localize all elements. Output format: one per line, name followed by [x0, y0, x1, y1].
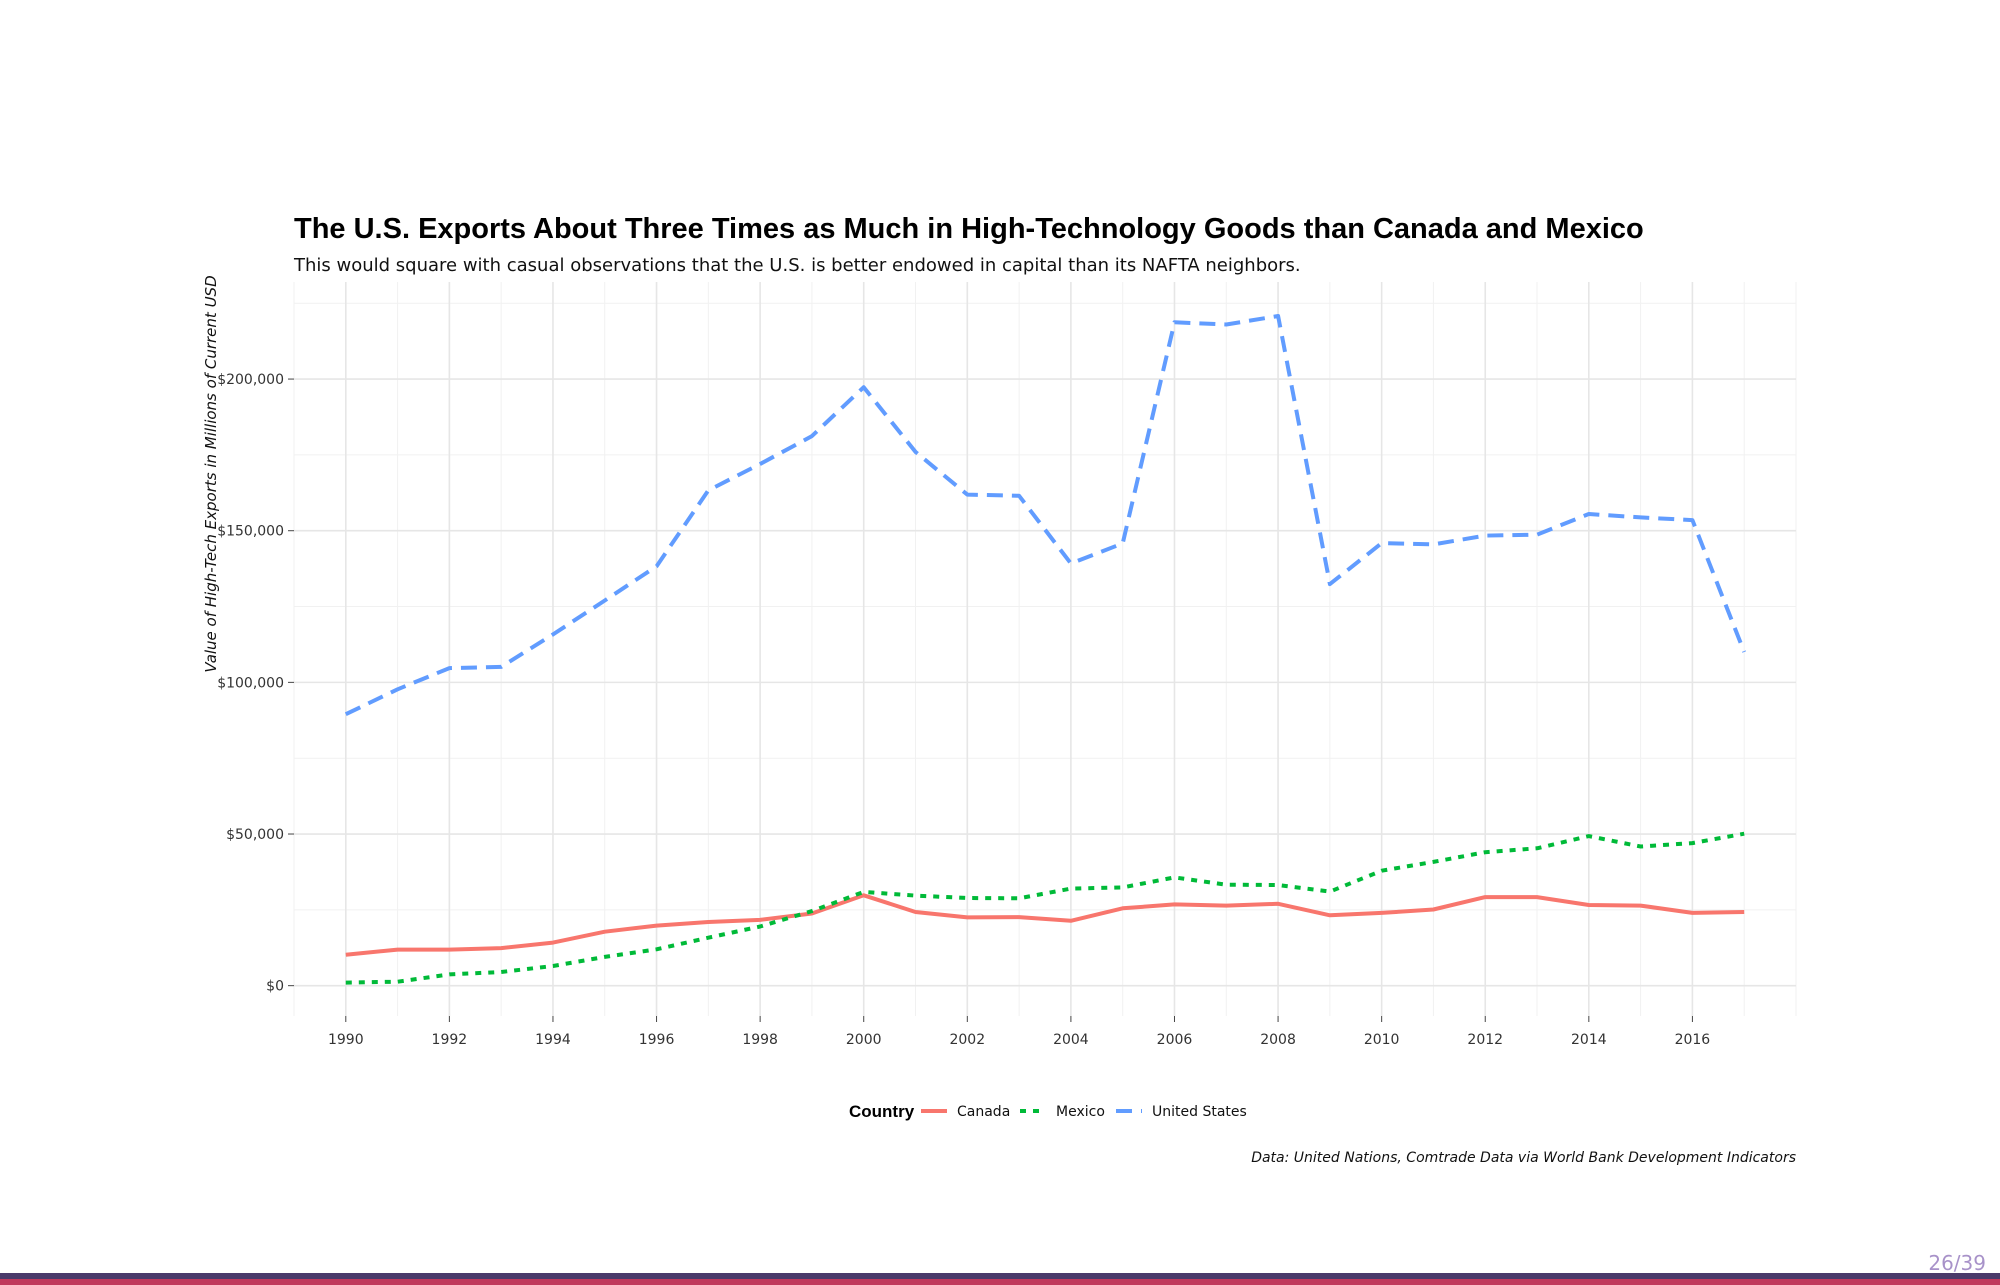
x-tick-label: 2016: [1675, 1032, 1711, 1048]
series-line-united-states: [344, 314, 1747, 717]
legend-title: Country: [849, 1102, 915, 1121]
series-line-mexico: [345, 831, 1745, 985]
x-tick-label: 2002: [949, 1032, 985, 1048]
y-tick-label: $0: [266, 979, 284, 995]
x-tick-label: 2012: [1467, 1032, 1503, 1048]
chart-subtitle: This would square with casual observatio…: [293, 255, 1301, 276]
x-tick-label: 2014: [1571, 1032, 1607, 1048]
chart-caption: Data: United Nations, Comtrade Data via …: [1251, 1150, 1796, 1166]
x-tick-label: 2004: [1053, 1032, 1089, 1048]
chart-title: The U.S. Exports About Three Times as Mu…: [294, 213, 1644, 245]
grid: [293, 282, 1797, 1016]
series-line-canada: [345, 893, 1745, 957]
series-lines: [344, 314, 1747, 985]
y-axis-ticks: $0 $50,000 $100,000 $150,000 $200,000: [217, 372, 294, 995]
x-tick-label: 1996: [639, 1032, 675, 1048]
x-tick-label: 2008: [1260, 1032, 1296, 1048]
x-tick-label: 2000: [846, 1032, 882, 1048]
legend-items: Canada Mexico United States: [921, 1104, 1247, 1120]
x-tick-label: 1994: [535, 1032, 571, 1048]
legend-label-united-states: United States: [1152, 1104, 1247, 1120]
x-tick-label: 2010: [1364, 1032, 1400, 1048]
y-tick-label: $100,000: [217, 675, 284, 691]
footer-bar-bottom: [0, 1279, 2000, 1285]
y-tick-label: $150,000: [217, 524, 284, 540]
legend-label-canada: Canada: [957, 1104, 1010, 1120]
y-axis-label: Value of High-Tech Exports in Millions o…: [202, 275, 220, 672]
x-axis-ticks: 1990 1992 1994 1996 1998 2000 2002 2004 2006 2008…: [328, 1016, 1710, 1048]
y-tick-label: $50,000: [226, 827, 284, 843]
x-tick-label: 1990: [328, 1032, 364, 1048]
footer-bar-top: [0, 1273, 2000, 1279]
x-tick-label: 1998: [742, 1032, 778, 1048]
slide-number: 26/39: [1928, 1251, 1986, 1275]
legend: Country Canada Mexico United States: [849, 1102, 1247, 1121]
y-tick-label: $200,000: [217, 372, 284, 388]
x-tick-label: 1992: [432, 1032, 468, 1048]
x-tick-label: 2006: [1157, 1032, 1193, 1048]
legend-label-mexico: Mexico: [1056, 1104, 1105, 1120]
